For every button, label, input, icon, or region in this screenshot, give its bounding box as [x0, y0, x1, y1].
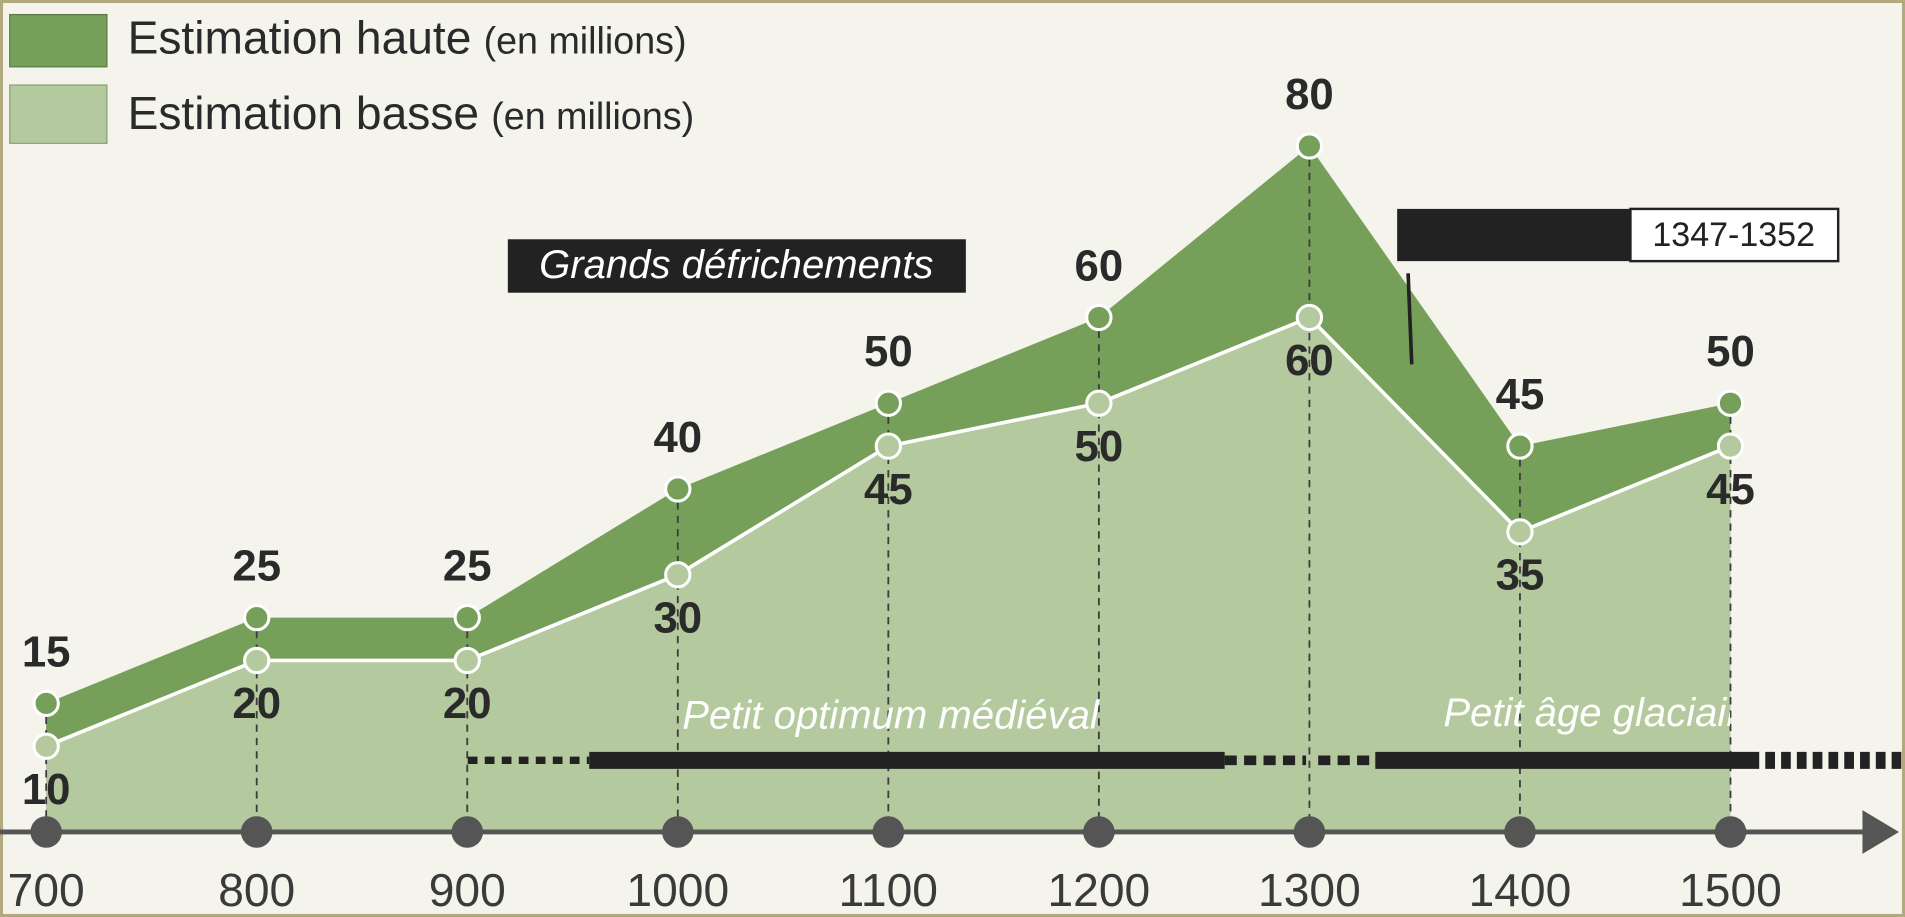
- legend-label: Estimation basse: [128, 87, 480, 139]
- point: [1085, 389, 1113, 417]
- legend-unit: (en millions): [491, 95, 694, 137]
- value-label: 10: [22, 765, 71, 814]
- point: [1716, 389, 1745, 417]
- x-tick: [872, 816, 905, 848]
- x-tick: [30, 816, 62, 848]
- value-label: 45: [1706, 465, 1755, 514]
- annotation-box: [507, 239, 966, 293]
- x-tick: [661, 816, 694, 848]
- value-label: 15: [22, 627, 71, 676]
- x-tick-label: 1400: [1469, 864, 1572, 916]
- point: [243, 646, 271, 675]
- value-label: 45: [864, 465, 913, 514]
- value-label: 40: [653, 413, 702, 462]
- x-tick: [1293, 816, 1326, 848]
- x-tick-label: 1100: [839, 864, 938, 916]
- value-label: 25: [232, 542, 281, 591]
- legend-unit: (en millions): [484, 20, 687, 62]
- annotation: Grands défrichements: [539, 243, 933, 287]
- point: [1506, 432, 1534, 460]
- x-tick-label: 900: [429, 864, 506, 916]
- value-label: 35: [1496, 551, 1545, 600]
- annotation: Petit âge glaciaire: [1443, 691, 1762, 735]
- point: [243, 603, 271, 632]
- point: [664, 475, 692, 503]
- value-label: 60: [1285, 336, 1334, 385]
- point: [32, 732, 60, 760]
- annotation: 1347-1352: [1652, 216, 1815, 254]
- value-label: 50: [1075, 422, 1124, 471]
- x-tick: [1504, 816, 1536, 848]
- period-bar: [1397, 208, 1631, 262]
- value-label: 20: [232, 679, 281, 728]
- x-tick: [1714, 816, 1747, 848]
- point: [453, 646, 481, 675]
- x-tick-label: 1300: [1258, 864, 1361, 916]
- legend-swatch: [9, 13, 108, 68]
- value-label: 45: [1496, 370, 1545, 419]
- point: [874, 432, 902, 460]
- x-axis-arrow: [1862, 810, 1899, 854]
- value-label: 60: [1075, 241, 1124, 290]
- x-tick-label: 1500: [1679, 864, 1782, 916]
- x-tick: [451, 816, 484, 848]
- x-tick-label: 1000: [626, 864, 729, 916]
- point: [453, 603, 481, 632]
- marker-line: [1406, 273, 1414, 365]
- annotation-box: [1629, 207, 1840, 263]
- point: [32, 689, 60, 718]
- point: [1085, 303, 1113, 332]
- point: [874, 389, 902, 417]
- value-label: 30: [653, 593, 702, 642]
- x-tick-label: 1200: [1048, 864, 1151, 916]
- legend-swatch: [9, 84, 108, 144]
- value-label: 50: [1706, 327, 1755, 376]
- value-label: 20: [443, 679, 492, 728]
- x-tick-label: 800: [218, 864, 295, 916]
- point: [664, 561, 692, 589]
- x-tick: [1083, 816, 1115, 848]
- value-label: 80: [1285, 70, 1334, 119]
- x-tick-label: 700: [8, 864, 85, 916]
- annotations: Grands défrichements 1347-1352 Petit opt…: [9, 13, 1905, 769]
- legend-label: Estimation haute: [128, 11, 472, 63]
- value-label: 50: [864, 327, 913, 376]
- point: [1295, 132, 1324, 160]
- marks: Estimation haute (en millions)Estimation …: [0, 11, 1899, 916]
- x-tick: [240, 816, 273, 848]
- annotation: Petit optimum médiéval: [682, 693, 1100, 737]
- point: [1716, 432, 1745, 460]
- point: [1506, 518, 1534, 546]
- value-label: 25: [443, 542, 492, 591]
- point: [1295, 303, 1324, 332]
